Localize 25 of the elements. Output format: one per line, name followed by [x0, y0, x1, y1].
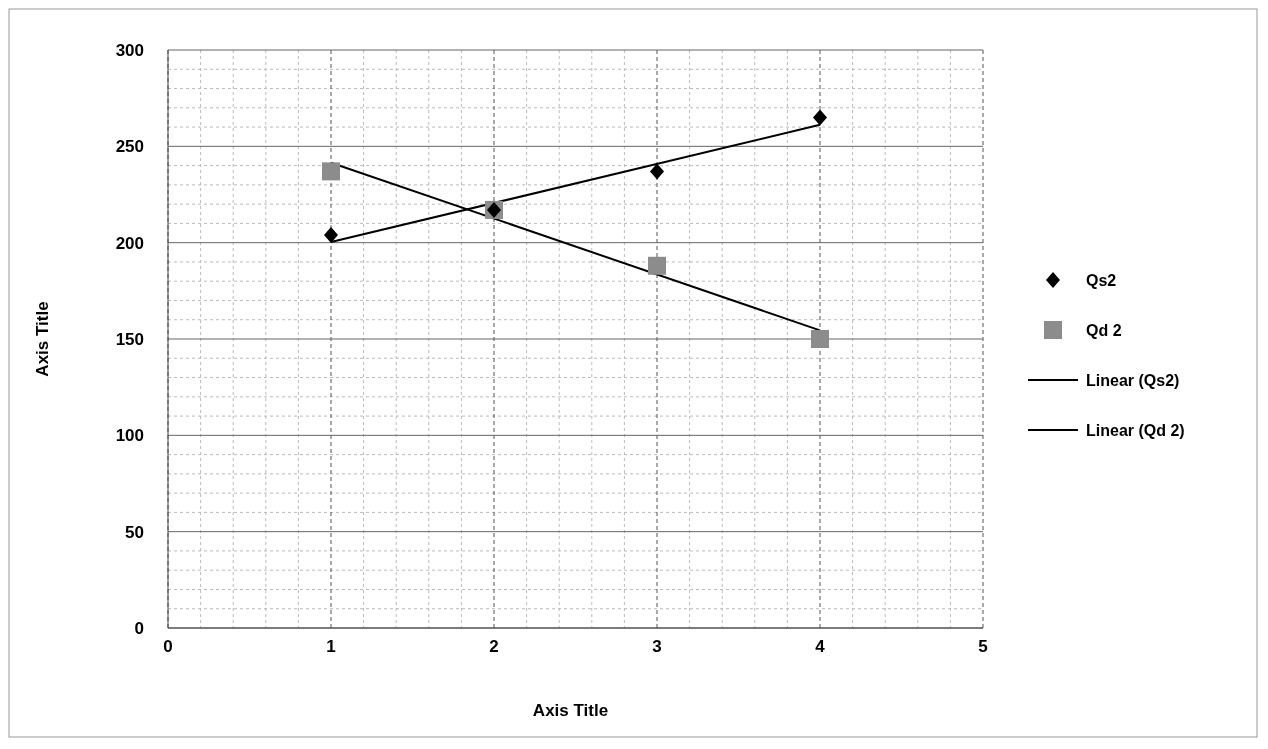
- x-tick-label: 4: [815, 637, 826, 656]
- point: [813, 109, 827, 126]
- y-tick-label: 250: [115, 137, 144, 157]
- y-tick-label: 200: [115, 233, 144, 253]
- point: [324, 226, 338, 243]
- y-tick-label: 100: [115, 426, 144, 446]
- legend-label: Qs2: [1086, 272, 1117, 289]
- y-tick-label: 50: [125, 522, 144, 542]
- x-tick-label: 5: [978, 637, 988, 656]
- legend-label: Linear (Qs2): [1086, 372, 1180, 389]
- x-tick-label: 2: [489, 637, 499, 656]
- x-axis-title: Axis Title: [532, 701, 609, 720]
- y-tick-label: 0: [134, 619, 144, 638]
- legend-label: Linear (Qd 2): [1086, 422, 1185, 439]
- y-tick-label: 150: [115, 330, 144, 349]
- x-tick-label: 1: [326, 637, 336, 656]
- x-tick-label: 0: [163, 637, 173, 656]
- point: [648, 256, 666, 275]
- legend-label: Qd 2: [1086, 322, 1122, 339]
- y-axis-title: Axis Title: [33, 301, 52, 377]
- y-tick-label: 300: [115, 41, 144, 60]
- point: [322, 162, 340, 181]
- point: [650, 163, 664, 180]
- point: [811, 330, 829, 348]
- x-tick-label: 3: [652, 637, 662, 656]
